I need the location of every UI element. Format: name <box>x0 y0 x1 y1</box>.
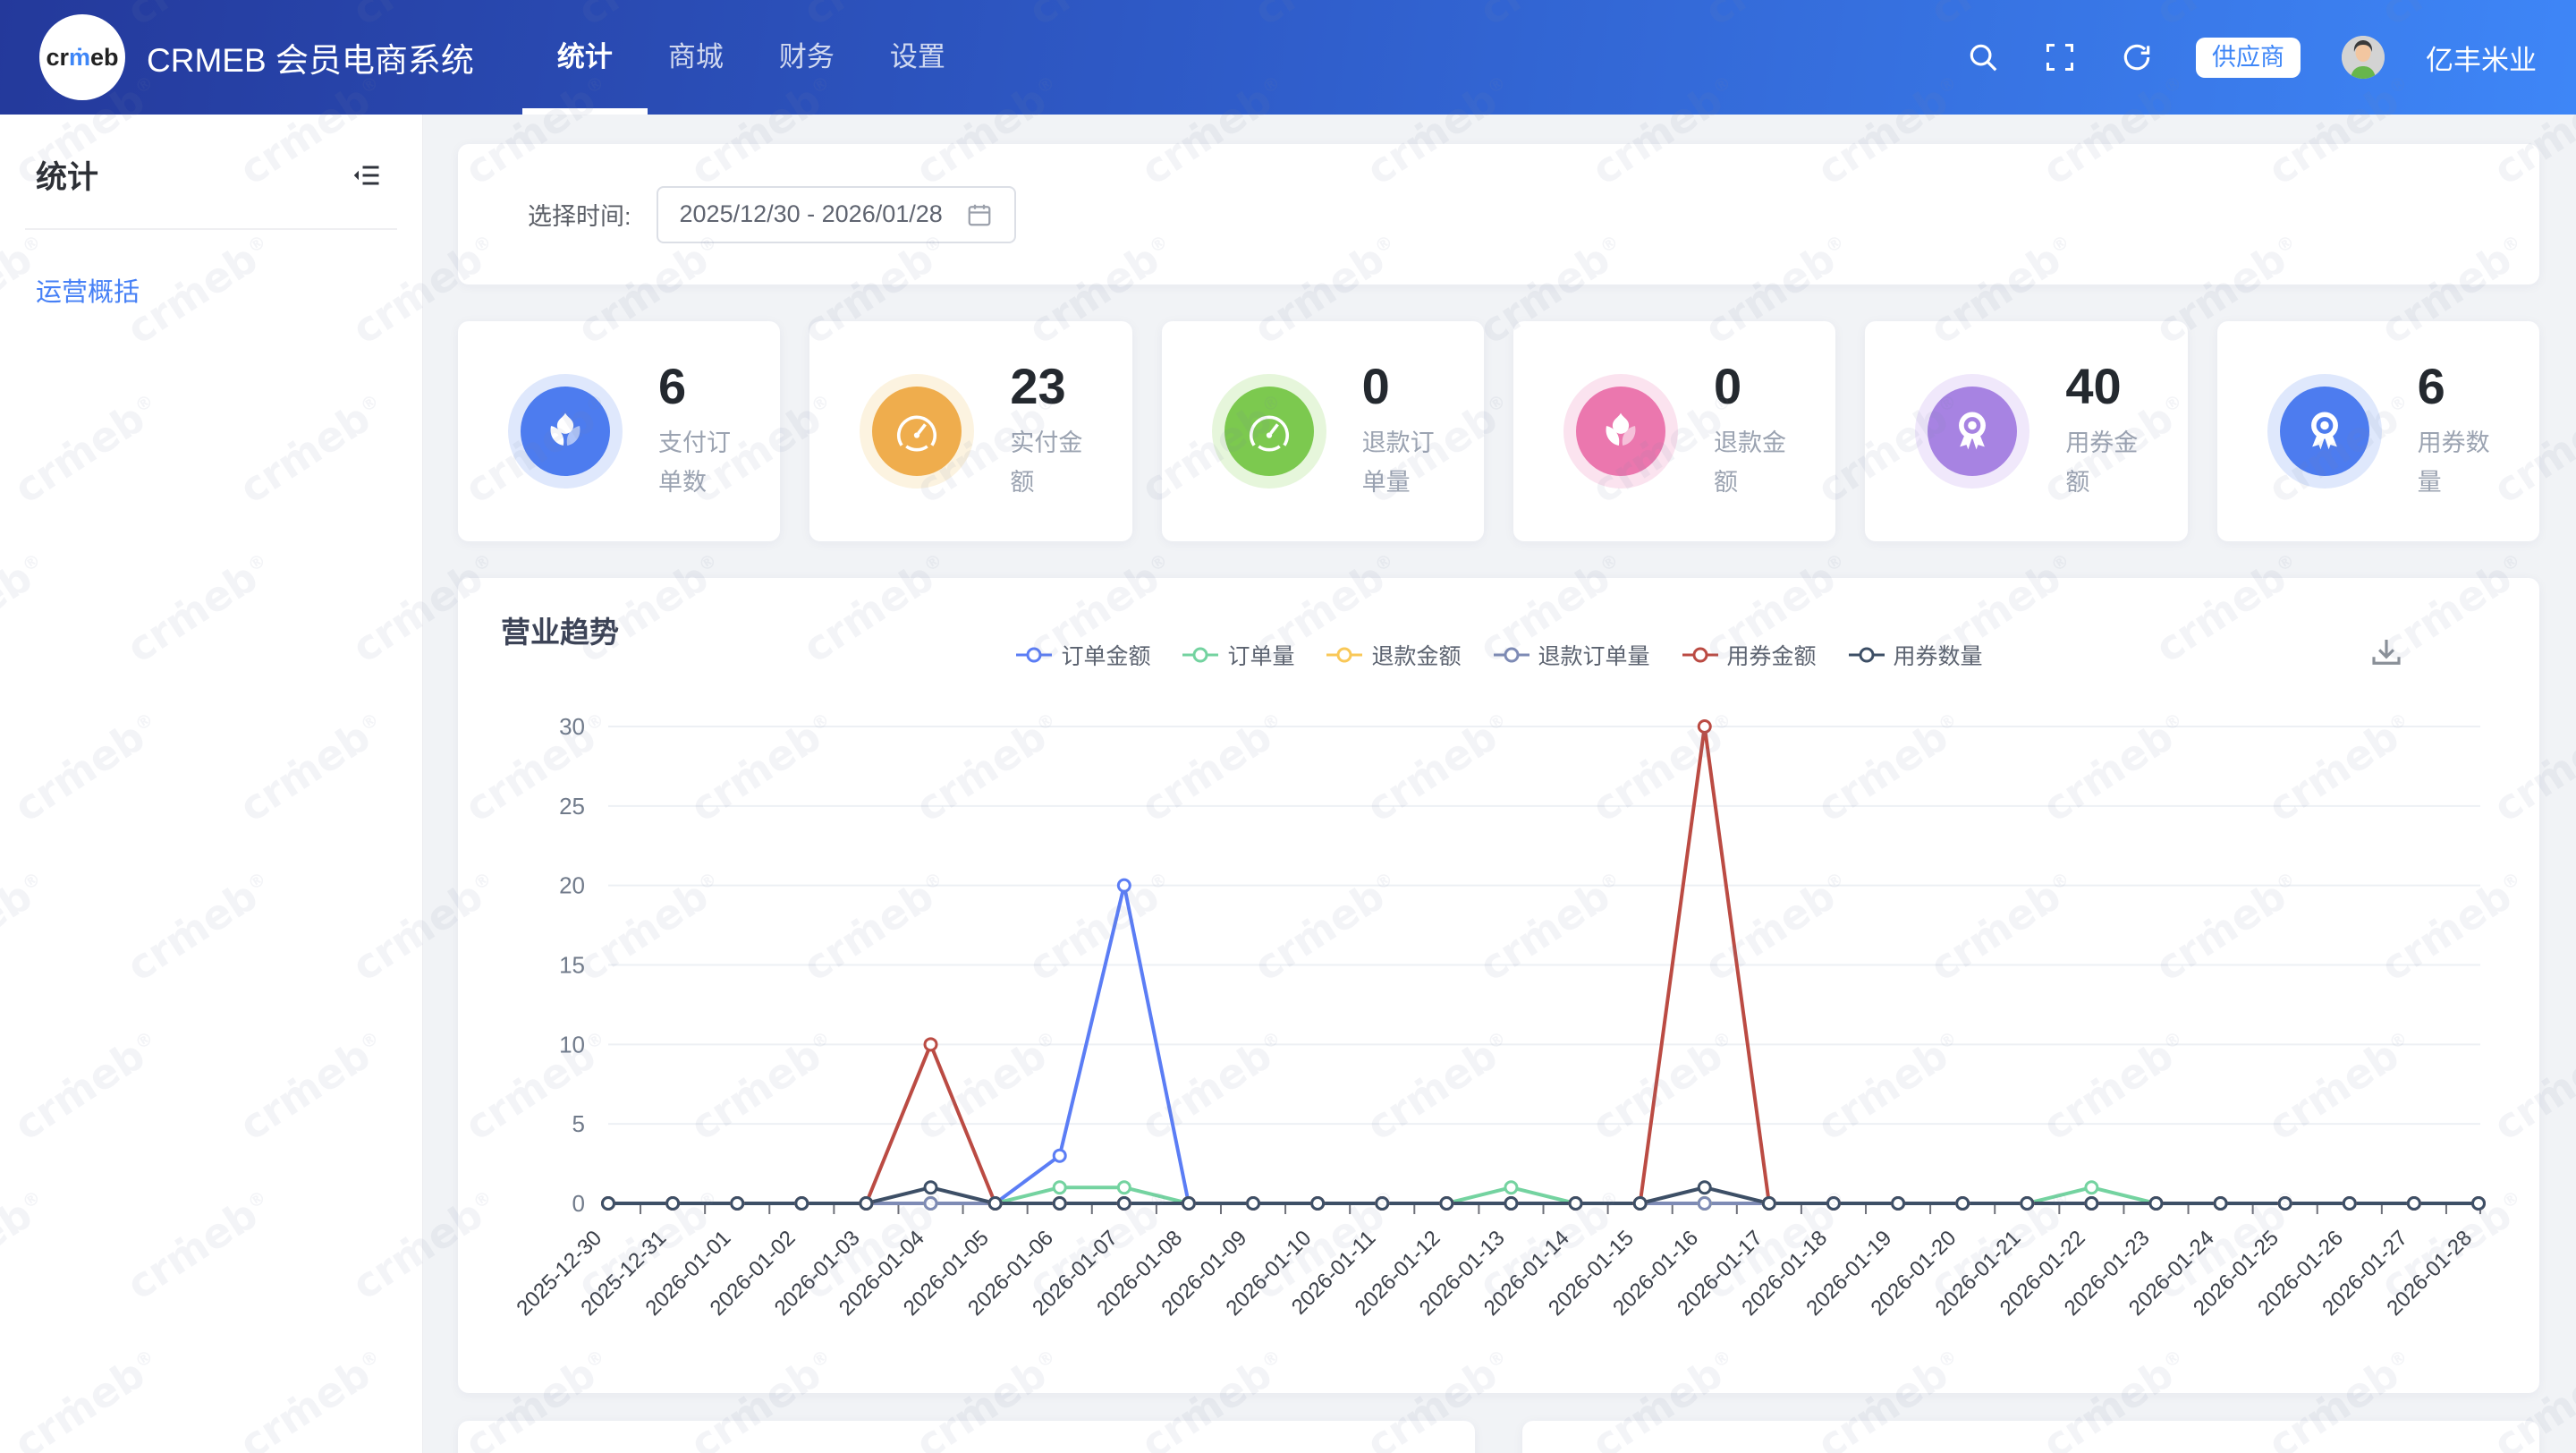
trend-chart-legend: 订单金额 订单量 退款金额 退款订单量 用券金额 用券数量 <box>458 639 2539 671</box>
stat-value: 0 <box>1361 357 1390 414</box>
order-source-analysis-card: 订单来源分析 切换样式 <box>458 1421 1475 1453</box>
svg-text:30: 30 <box>559 713 585 740</box>
app-logo: crṁeb <box>39 14 125 100</box>
date-range-value: 2025/12/30 - 2026/01/28 <box>679 200 943 227</box>
stat-icon-halo <box>860 373 975 489</box>
stat-cards-row: 6 支付订单数 23 实付金额 0 退款订单量 0 退款金额 40 用券金额 6 用券数量 <box>458 305 2539 557</box>
stat-card-1: 23 实付金额 <box>809 320 1132 542</box>
legend-marker-icon <box>1182 647 1219 663</box>
app-logo-text: crṁeb <box>46 43 119 71</box>
stat-label: 退款订单量 <box>1361 429 1435 497</box>
sidebar-divider <box>25 228 397 230</box>
date-filter-label: 选择时间: <box>528 203 631 230</box>
flower-icon <box>521 386 610 476</box>
svg-text:20: 20 <box>559 872 585 899</box>
stat-card-5: 6 用券数量 <box>2216 320 2539 542</box>
supplier-role-badge[interactable]: 供应商 <box>2196 37 2301 78</box>
legend-marker-icon <box>1493 647 1530 663</box>
app-title: CRMEB 会员电商系统 <box>147 42 474 79</box>
stat-value: 6 <box>658 357 687 414</box>
stat-card-0: 6 支付订单数 <box>458 320 781 542</box>
stat-card-4: 40 用券金额 <box>1865 320 2188 542</box>
svg-text:15: 15 <box>559 952 585 979</box>
stat-label: 退款金额 <box>1713 429 1786 497</box>
stat-icon-halo <box>508 373 623 489</box>
nav-tab-settings[interactable]: 设置 <box>889 41 945 72</box>
gauge-icon <box>872 386 962 476</box>
legend-item[interactable]: 订单量 <box>1181 639 1294 671</box>
search-icon[interactable] <box>1965 39 2001 75</box>
stat-icon-halo <box>2267 373 2382 489</box>
date-filter-card: 选择时间: 2025/12/30 - 2026/01/28 <box>458 144 2539 285</box>
sidebar-item-operation-overview[interactable]: 运营概括 <box>36 278 140 307</box>
calendar-icon <box>968 204 990 225</box>
stat-value: 23 <box>1010 357 1066 414</box>
legend-item[interactable]: 用券数量 <box>1847 639 1983 671</box>
medal-icon <box>2279 386 2369 476</box>
legend-marker-icon <box>1848 647 1885 663</box>
stat-value: 0 <box>1713 357 1742 414</box>
stat-icon-halo <box>1211 373 1326 489</box>
main-content: 选择时间: 2025/12/30 - 2026/01/28 6 支付订单数 23 实付… <box>423 115 2576 1453</box>
svg-text:0: 0 <box>572 1190 585 1217</box>
top-navbar: crṁeb CRMEB 会员电商系统 统计 商城 财务 设置 供应商 亿丰米业 <box>0 0 2576 115</box>
stat-icon-halo <box>1563 373 1678 489</box>
business-trend-card: 营业趋势 订单金额 订单量 退款金额 退款订单量 用券金额 用券数量 0 5 10 15 20 25… <box>458 578 2539 1393</box>
bottom-analysis-row: 订单来源分析 切换样式 订单类型分析 切换样式 <box>458 1421 2539 1453</box>
date-range-input[interactable]: 2025/12/30 - 2026/01/28 <box>656 185 1016 243</box>
stat-label: 支付订单数 <box>658 429 731 497</box>
sidebar-title: 统计 <box>36 160 99 195</box>
legend-marker-icon <box>1682 647 1718 663</box>
main-nav-tabs: 统计 商城 财务 设置 <box>521 0 973 115</box>
svg-text:5: 5 <box>572 1110 585 1137</box>
fullscreen-icon[interactable] <box>2042 39 2078 75</box>
nav-tab-finance[interactable]: 财务 <box>778 41 835 72</box>
legend-item[interactable]: 用券金额 <box>1681 639 1817 671</box>
legend-item[interactable]: 订单金额 <box>1014 639 1150 671</box>
stat-label: 实付金额 <box>1010 429 1083 497</box>
stat-card-2: 0 退款订单量 <box>1161 320 1484 542</box>
gauge-icon <box>1224 386 1314 476</box>
legend-marker-icon <box>1016 647 1053 663</box>
navbar-right-cluster: 供应商 亿丰米业 <box>1965 36 2537 79</box>
legend-item[interactable]: 退款金额 <box>1325 639 1462 671</box>
download-icon[interactable] <box>2368 633 2405 676</box>
stat-label: 用券数量 <box>2417 429 2490 497</box>
trend-chart-title: 营业趋势 <box>501 616 619 649</box>
stat-value: 6 <box>2417 357 2445 414</box>
stat-value: 40 <box>2065 357 2122 414</box>
user-avatar[interactable] <box>2342 36 2385 79</box>
svg-text:10: 10 <box>559 1031 585 1058</box>
stat-card-3: 0 退款金额 <box>1513 320 1836 542</box>
flower-icon <box>1575 386 1665 476</box>
order-type-analysis-card: 订单类型分析 切换样式 <box>1522 1421 2539 1453</box>
nav-tab-mall[interactable]: 商城 <box>667 41 724 72</box>
svg-text:25: 25 <box>559 793 585 820</box>
legend-marker-icon <box>1326 647 1363 663</box>
user-name[interactable]: 亿丰米业 <box>2426 44 2537 76</box>
refresh-icon[interactable] <box>2119 39 2155 75</box>
trend-line-chart: 0510152025302025-12-302025-12-312026-01-… <box>512 713 2486 1321</box>
stat-icon-halo <box>1915 373 2030 489</box>
sidebar-collapse-icon[interactable] <box>351 159 383 191</box>
legend-item[interactable]: 退款订单量 <box>1492 639 1650 671</box>
medal-icon <box>1928 386 2018 476</box>
nav-tab-statistics[interactable]: 统计 <box>521 0 648 115</box>
stat-label: 用券金额 <box>2065 429 2139 497</box>
sidebar: 统计 运营概括 <box>0 115 423 1453</box>
